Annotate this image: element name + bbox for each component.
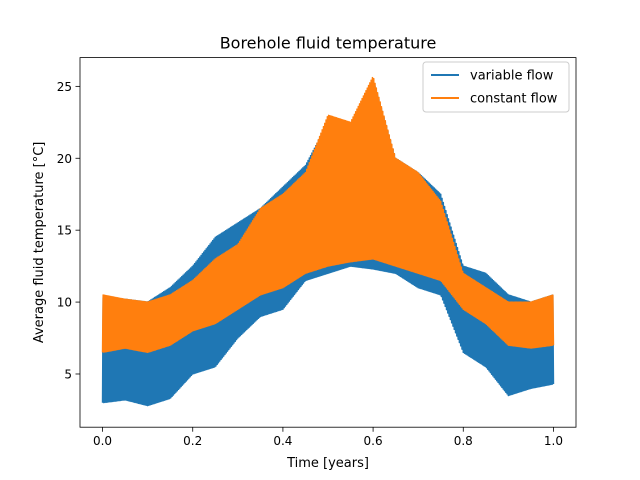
x-tick-label: 0.8 xyxy=(454,434,473,448)
x-axis-label: Time [years] xyxy=(286,456,369,471)
series-line-constant-flow xyxy=(101,76,555,354)
x-tick-label: 1.0 xyxy=(544,434,563,448)
y-tick-label: 15 xyxy=(57,224,72,238)
series-layer xyxy=(101,76,555,407)
y-tick-label: 10 xyxy=(57,296,72,310)
x-tick-label: 0.4 xyxy=(273,434,292,448)
x-tick-label: 0.0 xyxy=(93,434,112,448)
x-tick-label: 0.2 xyxy=(183,434,202,448)
y-axis-ticks: 5 10 15 20 25 xyxy=(57,80,80,381)
legend-label-constant-flow: constant flow xyxy=(470,92,558,107)
y-tick-label: 20 xyxy=(57,152,72,166)
x-axis-ticks: 0.0 0.2 0.4 0.6 0.8 1.0 xyxy=(93,427,563,448)
y-tick-label: 5 xyxy=(64,367,72,381)
y-tick-label: 25 xyxy=(57,80,72,94)
legend: variable flow constant flow xyxy=(422,61,570,113)
legend-box xyxy=(422,61,570,113)
x-tick-label: 0.6 xyxy=(364,434,383,448)
chart-title: Borehole fluid temperature xyxy=(220,34,437,53)
axes-frame xyxy=(79,57,577,428)
legend-label-variable-flow: variable flow xyxy=(470,69,554,84)
y-axis-label: Average fluid temperature [°C] xyxy=(32,142,47,344)
